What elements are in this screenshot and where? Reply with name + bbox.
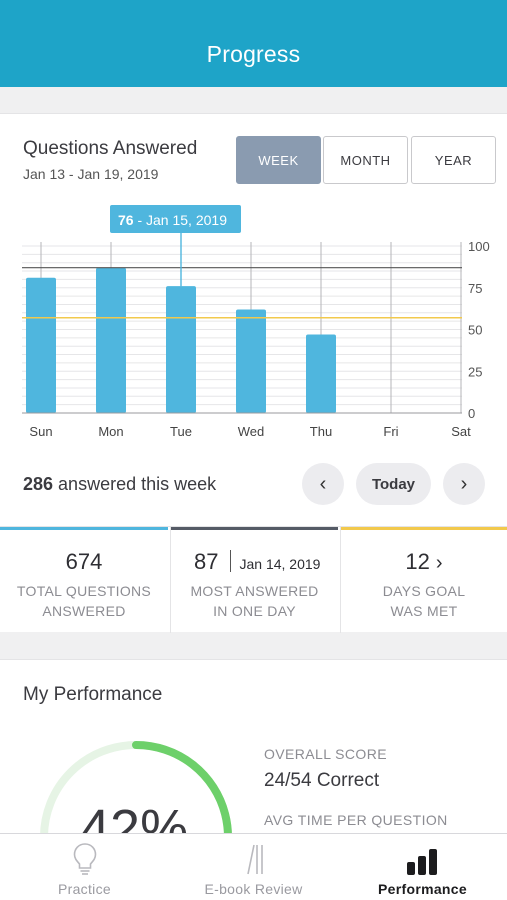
- days-goal-stat[interactable]: 12 › DAYS GOAL WAS MET: [340, 527, 507, 633]
- answered-count: 286: [23, 474, 54, 494]
- total-stat-accent: [0, 527, 168, 530]
- days-goal-label: DAYS GOAL WAS MET: [382, 583, 466, 619]
- y-tick-label: 50: [468, 323, 482, 338]
- questions-bar-chart: 0 25 50 75 100 Sun Mon Tue Wed Thu Fri Sat 76 - Jan …: [22, 205, 490, 439]
- bar-wed: [236, 309, 266, 413]
- overall-score-label: OVERALL SCORE: [264, 746, 387, 762]
- most-answered-label: MOST ANSWERED IN ONE DAY: [190, 583, 319, 619]
- today-button[interactable]: Today: [356, 463, 431, 505]
- chevron-right-icon: ›: [435, 552, 443, 574]
- chevron-right-icon: ›: [460, 472, 468, 495]
- tab-ebook-review-label: E-book Review: [204, 881, 303, 897]
- x-tick-label: Fri: [383, 424, 398, 439]
- y-tick-label: 75: [468, 281, 482, 296]
- days-goal-value: 12: [405, 549, 430, 574]
- tooltip-box: [110, 205, 241, 233]
- questions-answered-title: Questions Answered: [23, 138, 198, 159]
- date-range: Jan 13 - Jan 19, 2019: [23, 166, 159, 182]
- tooltip-date: - Jan 15, 2019: [134, 212, 228, 228]
- week-segment-button[interactable]: WEEK: [236, 136, 321, 184]
- overall-score-value: 24/54 Correct: [264, 770, 380, 791]
- most-answered-date: Jan 14, 2019: [239, 556, 321, 572]
- tab-practice-label: Practice: [58, 881, 111, 897]
- avg-time-label: AVG TIME PER QUESTION: [264, 812, 448, 828]
- x-tick-label: Sun: [29, 424, 52, 439]
- bar-chart-icon: [406, 849, 437, 875]
- next-week-button[interactable]: ›: [443, 463, 485, 505]
- tab-performance[interactable]: Performance: [338, 834, 507, 900]
- total-questions-label: TOTAL QUESTIONS ANSWERED: [16, 583, 152, 619]
- value-divider: [230, 550, 232, 572]
- x-tick-label: Wed: [238, 424, 265, 439]
- book-icon: [246, 844, 263, 875]
- month-segment-button[interactable]: MONTH: [323, 136, 408, 184]
- stats-row: 674 TOTAL QUESTIONS ANSWERED 87 Jan 14, 20…: [0, 526, 507, 633]
- bottom-tab-bar: Practice E-book Review Performance: [0, 833, 507, 900]
- x-tick-label: Sat: [451, 424, 471, 439]
- x-tick-label: Mon: [98, 424, 123, 439]
- most-stat-accent: [171, 527, 338, 530]
- goal-stat-accent: [341, 527, 507, 530]
- tooltip-value: 76: [118, 212, 134, 228]
- most-answered-value: 87: [194, 549, 219, 574]
- answered-suffix: answered this week: [53, 474, 217, 494]
- my-performance-title: My Performance: [23, 684, 163, 705]
- x-tick-label: Thu: [310, 424, 332, 439]
- y-tick-label: 0: [468, 406, 475, 421]
- app-header: Progress: [0, 0, 507, 87]
- year-segment-button[interactable]: YEAR: [411, 136, 496, 184]
- questions-answered-card: Questions Answered Jan 13 - Jan 19, 2019…: [0, 113, 507, 633]
- most-answered-value-row: 87 Jan 14, 2019: [171, 549, 338, 575]
- bar-sun: [26, 277, 56, 413]
- previous-week-button[interactable]: ‹: [302, 463, 344, 505]
- most-answered-stat: 87 Jan 14, 2019 MOST ANSWERED IN ONE DAY: [170, 527, 338, 633]
- y-tick-label: 25: [468, 364, 482, 379]
- chevron-left-icon: ‹: [319, 472, 327, 495]
- bar-mon: [96, 267, 126, 413]
- answered-this-week: 286 answered this week: [23, 474, 216, 495]
- y-tick-label: 100: [468, 239, 490, 254]
- tab-practice[interactable]: Practice: [0, 834, 169, 900]
- days-goal-value-row: 12 ›: [341, 549, 507, 575]
- page-title: Progress: [206, 41, 301, 67]
- tab-performance-label: Performance: [378, 881, 467, 897]
- total-questions-stat: 674 TOTAL QUESTIONS ANSWERED: [0, 527, 168, 633]
- tab-ebook-review[interactable]: E-book Review: [169, 834, 338, 900]
- x-tick-label: Tue: [170, 424, 192, 439]
- tooltip-text: 76 - Jan 15, 2019: [118, 212, 227, 228]
- lightbulb-icon: [73, 843, 96, 875]
- total-questions-value: 674: [65, 549, 103, 574]
- bar-thu: [306, 334, 336, 413]
- bar-tue: [166, 286, 196, 413]
